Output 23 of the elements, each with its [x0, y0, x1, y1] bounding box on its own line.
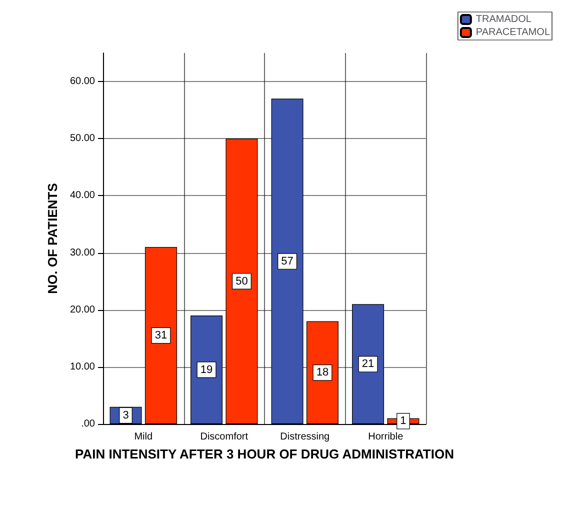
y-tick-label: .00 — [81, 418, 96, 430]
data-label: 1 — [400, 415, 406, 428]
legend-label: PARACETAMOL — [476, 27, 550, 38]
y-axis-title: NO. OF PATIENTS — [45, 182, 60, 294]
y-tick-label: 20.00 — [70, 304, 96, 316]
y-tick-label: 40.00 — [70, 190, 96, 202]
x-axis-title: PAIN INTENSITY AFTER 3 HOUR OF DRUG ADMINISTRATION — [75, 446, 454, 462]
y-tick-label: 10.00 — [70, 361, 96, 372]
y-tick-label: 50.00 — [70, 133, 96, 144]
x-tick-label: Discomfort — [200, 432, 248, 442]
data-label: 31 — [154, 330, 168, 342]
x-tick-label: Horrible — [368, 432, 404, 442]
y-tick-label: 30.00 — [70, 247, 96, 258]
data-label: 21 — [362, 358, 374, 370]
legend-label: TRAMADOL — [476, 14, 532, 25]
data-label: 50 — [236, 275, 248, 288]
x-tick-label: Mild — [134, 432, 153, 442]
data-label: 18 — [316, 366, 329, 379]
data-label: 57 — [281, 255, 294, 268]
data-label: 3 — [122, 409, 129, 422]
data-label: 19 — [200, 364, 213, 376]
x-tick-label: Distressing — [280, 432, 330, 442]
y-tick-label: 60.00 — [70, 76, 96, 88]
